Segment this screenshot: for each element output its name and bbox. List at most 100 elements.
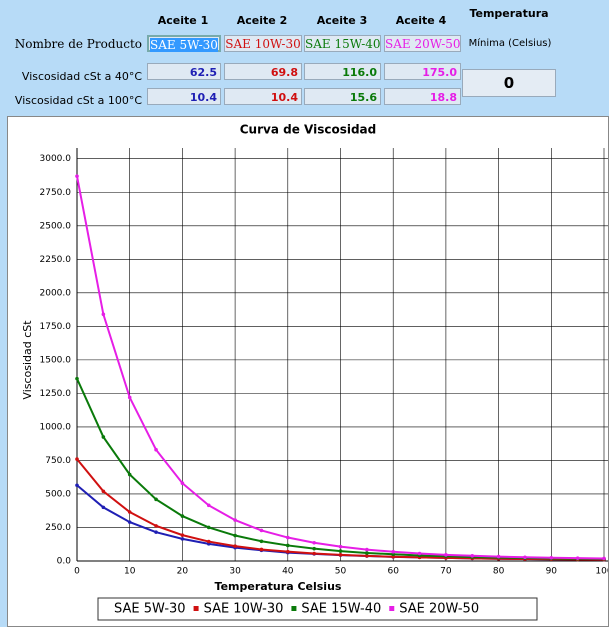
y-tick-label: 2250.0 <box>40 255 72 265</box>
y-tick-label: 1750.0 <box>40 322 72 332</box>
legend-swatch <box>291 606 297 611</box>
y-tick-label: 1000.0 <box>40 422 72 432</box>
point <box>286 535 290 540</box>
point <box>127 510 132 514</box>
point <box>338 544 343 549</box>
point <box>259 539 264 544</box>
point <box>312 546 316 551</box>
point <box>75 376 79 381</box>
y-tick-label: 750.0 <box>45 456 71 466</box>
point <box>154 447 158 452</box>
x-tick-label: 10 <box>124 567 136 577</box>
x-tick-label: 70 <box>440 567 452 577</box>
point <box>101 505 106 510</box>
temperature-header: Temperatura <box>469 7 549 20</box>
point <box>154 524 158 528</box>
input-field[interactable]: SAE 5W-30 <box>147 35 221 52</box>
input-field[interactable]: 10.4 <box>224 88 302 105</box>
legend-label: SAE 20W-50 <box>399 602 479 617</box>
point <box>233 518 237 522</box>
point <box>75 174 79 178</box>
y-tick-label: 250.0 <box>45 523 71 533</box>
x-tick-label: 0 <box>74 567 80 577</box>
column-header: Aceite 3 <box>316 14 368 27</box>
point <box>444 553 448 557</box>
input-field[interactable]: SAE 10W-30 <box>224 35 302 52</box>
point <box>101 312 106 317</box>
point <box>101 489 106 494</box>
legend-label: SAE 10W-30 <box>204 602 284 617</box>
legend-swatch <box>193 606 199 611</box>
row-label: Nombre de Producto <box>14 37 142 51</box>
x-tick-label: 30 <box>229 567 241 577</box>
point <box>127 520 132 524</box>
input-field[interactable]: 175.0 <box>384 63 461 80</box>
x-axis-title: Temperatura Celsius <box>215 580 342 593</box>
input-field[interactable]: 69.8 <box>224 63 302 80</box>
x-tick-label: 20 <box>177 567 189 577</box>
point <box>312 540 316 545</box>
x-tick-label: 60 <box>387 567 399 577</box>
y-tick-label: 2750.0 <box>40 188 72 198</box>
input-field[interactable]: 10.4 <box>147 88 221 105</box>
row-label: Viscosidad cSt a 40°C <box>21 70 142 83</box>
y-tick-label: 1500.0 <box>40 355 72 365</box>
point <box>233 544 237 548</box>
point <box>312 551 316 556</box>
chart-title: Curva de Viscosidad <box>240 123 377 137</box>
point <box>470 553 475 558</box>
point <box>365 554 369 558</box>
point <box>365 547 369 552</box>
x-tick-label: 80 <box>493 567 505 577</box>
x-tick-label: 90 <box>546 567 558 577</box>
point <box>180 481 185 486</box>
point <box>286 549 290 554</box>
point <box>391 552 396 557</box>
x-tick-label: 40 <box>282 567 294 577</box>
input-field[interactable]: SAE 15W-40 <box>304 35 381 52</box>
min-temp-input[interactable]: 0 <box>462 69 556 97</box>
legend-label: SAE 15W-40 <box>301 602 381 617</box>
point <box>101 435 106 439</box>
legend-swatch <box>389 606 395 611</box>
y-axis-title: Viscosidad cSt <box>21 320 34 400</box>
legend-label: SAE 5W-30 <box>114 602 186 617</box>
point <box>259 547 264 552</box>
point <box>75 483 79 488</box>
y-tick-label: 1250.0 <box>40 389 72 399</box>
input-field[interactable]: SAE 20W-50 <box>384 35 461 52</box>
x-tick-label: 50 <box>335 567 347 577</box>
y-tick-label: 0.0 <box>57 557 72 567</box>
input-field[interactable]: 18.8 <box>384 88 461 105</box>
point <box>180 514 185 518</box>
point <box>338 553 343 557</box>
point <box>180 533 185 537</box>
point <box>391 549 396 554</box>
point <box>523 555 527 560</box>
point <box>575 556 580 560</box>
point <box>417 551 422 556</box>
point <box>127 395 132 400</box>
y-tick-label: 2000.0 <box>40 288 72 298</box>
point <box>233 533 237 538</box>
point <box>259 528 264 533</box>
y-tick-label: 3000.0 <box>40 154 72 164</box>
point <box>180 537 185 541</box>
point <box>286 543 290 548</box>
legend-box <box>97 597 538 621</box>
point <box>154 530 158 534</box>
input-field[interactable]: 116.0 <box>304 63 381 80</box>
y-tick-label: 2500.0 <box>40 221 72 231</box>
y-tick-label: 500.0 <box>45 489 71 499</box>
column-header: Aceite 2 <box>236 14 288 27</box>
chart: Curva de Viscosidad Temperatura Celsius … <box>7 116 609 627</box>
point <box>206 503 211 508</box>
point <box>206 525 211 530</box>
min-temp-label: Mínima (Celsius) <box>468 38 552 49</box>
column-header: Aceite 1 <box>157 14 209 27</box>
point <box>496 554 501 559</box>
point <box>338 549 343 553</box>
input-field[interactable]: 15.6 <box>304 88 381 105</box>
input-field[interactable]: 62.5 <box>147 63 221 80</box>
